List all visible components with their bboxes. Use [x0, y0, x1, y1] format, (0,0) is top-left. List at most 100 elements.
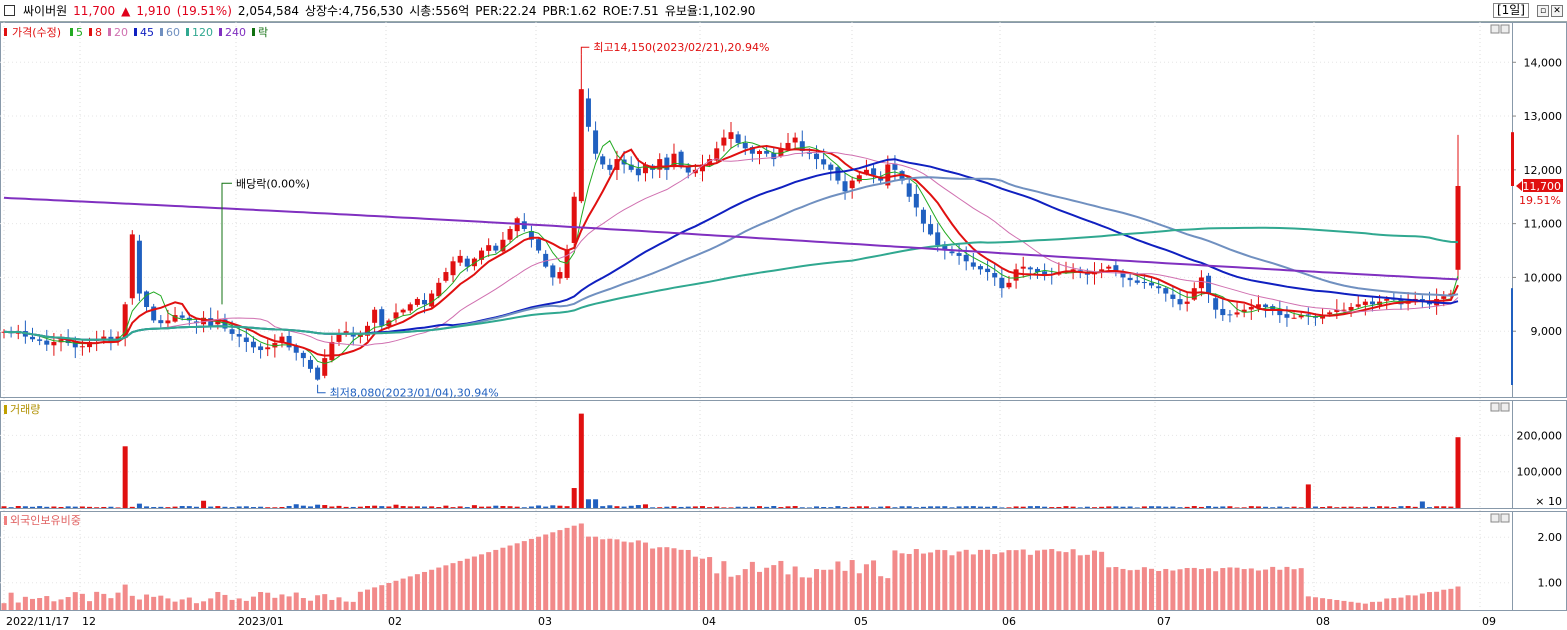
volume-bar	[1077, 507, 1083, 508]
volume-bar	[329, 506, 335, 508]
volume-bar	[1184, 506, 1190, 508]
volume-bar	[799, 507, 805, 508]
volume-bar	[1298, 507, 1304, 508]
volume-bar	[1334, 507, 1340, 508]
volume-bar	[778, 507, 784, 508]
foreign-ratio-bar	[1320, 598, 1326, 610]
candle-body	[215, 320, 221, 325]
foreign-ratio-bar	[386, 582, 392, 610]
foreign-ratio-bar	[550, 532, 556, 610]
candle-body	[486, 245, 492, 251]
volume-bar	[714, 506, 720, 508]
candle-body	[714, 148, 720, 161]
volume-bar	[878, 506, 884, 508]
volume-bar	[250, 507, 256, 508]
pane-close-icon	[1500, 24, 1510, 34]
x-axis-label: 04	[702, 615, 716, 628]
foreign-ratio-bar	[878, 576, 884, 610]
volume-bar	[521, 507, 527, 508]
volume-bar	[785, 506, 791, 508]
candle-body	[571, 196, 577, 243]
foreign-ratio-bar	[1220, 568, 1226, 610]
candle-body	[129, 234, 135, 299]
foreign-ratio-bar	[792, 566, 798, 610]
volume-bar	[443, 505, 449, 508]
volume-bar	[1234, 507, 1240, 508]
candle-body	[243, 337, 249, 342]
foreign-ratio-bar	[315, 595, 321, 610]
foreign-ratio-bar	[1384, 598, 1390, 610]
foreign-ratio-bar	[1106, 567, 1112, 610]
volume-bar	[1156, 506, 1162, 508]
volume-bar	[1369, 506, 1375, 508]
volume-bar	[165, 507, 171, 508]
foreign-ratio-bar	[571, 525, 577, 610]
volume-bar	[928, 506, 934, 508]
stock-chart[interactable]: 14,000 13,000 12,000 11,000 10,000 9,000 2022/…	[0, 22, 1567, 630]
candle-body	[372, 309, 378, 323]
volume-bar	[471, 505, 477, 508]
candle-body	[422, 299, 428, 305]
candle-body	[500, 239, 506, 252]
volume-bar	[1227, 506, 1233, 508]
foreign-ratio-bar	[1434, 591, 1440, 610]
candle-body	[272, 343, 278, 348]
foreign-ratio-bar	[799, 577, 805, 610]
foreign-ratio-bar	[300, 598, 306, 610]
candle-body	[963, 254, 969, 262]
candle-body	[1327, 312, 1333, 315]
close-icon[interactable]: ✕	[1551, 4, 1563, 17]
volume-bar	[1049, 507, 1055, 508]
foreign-ratio-bar	[151, 596, 157, 610]
candle-body	[1156, 286, 1162, 289]
candle-body	[1213, 298, 1219, 310]
legend-ma-5: 5	[76, 26, 83, 39]
volume-bar	[186, 506, 192, 508]
foreign-ratio-bar	[528, 538, 534, 610]
ma8-line	[3, 144, 1459, 357]
foreign-ratio-bar	[1398, 597, 1404, 610]
volume-bar	[1056, 506, 1062, 508]
candle-body	[657, 159, 663, 170]
select-checkbox[interactable]	[4, 5, 15, 16]
foreign-ratio-bar	[963, 549, 969, 610]
volume-bar	[678, 506, 684, 508]
foreign-ratio-bar	[728, 576, 734, 610]
volume-bar	[642, 504, 648, 508]
dividend-marker	[221, 182, 232, 305]
volume-bar	[1113, 506, 1119, 508]
volume-bar	[486, 506, 492, 508]
volume-bar	[1305, 484, 1311, 508]
pane-maximize-icon	[1490, 402, 1500, 412]
candle-body	[1255, 304, 1261, 308]
volume-bar	[343, 506, 349, 508]
foreign-ratio-bar	[899, 553, 905, 610]
foreign-ratio-bar	[557, 530, 563, 610]
foreign-ratio-bar	[1027, 554, 1033, 610]
candle-body	[1320, 315, 1326, 319]
high-marker	[580, 46, 590, 55]
volume-bar	[357, 506, 363, 508]
foreign-ratio-bar	[1426, 592, 1432, 610]
foreign-ratio-bar	[856, 573, 862, 610]
listed-shares: 상장수:4,756,530	[304, 4, 404, 18]
volume-bar	[806, 507, 812, 508]
volume-bar	[222, 506, 228, 508]
stock-header-bar: 싸이버원 11,700 ▲ 1,910 (19.51%) 2,054,584 상…	[0, 0, 1567, 22]
foreign-ratio-bar	[621, 541, 627, 610]
foreign-ratio-bar	[108, 598, 114, 610]
volume-bar	[315, 504, 321, 508]
candle-body	[899, 171, 905, 181]
candle-body	[336, 333, 342, 342]
volume-bar	[500, 506, 506, 508]
volume-bar	[607, 505, 613, 508]
foreign-ratio-bar	[949, 555, 955, 610]
restore-icon[interactable]: ▫	[1537, 4, 1549, 17]
candle-body	[1241, 309, 1247, 313]
volume-tick-label: 100,000	[1517, 466, 1563, 479]
volume-bar	[15, 506, 21, 508]
candle-body	[1305, 314, 1311, 316]
period-selector[interactable]: [1일]	[1492, 3, 1529, 18]
volume-bar	[1355, 507, 1361, 508]
volume-bar	[1213, 506, 1219, 508]
